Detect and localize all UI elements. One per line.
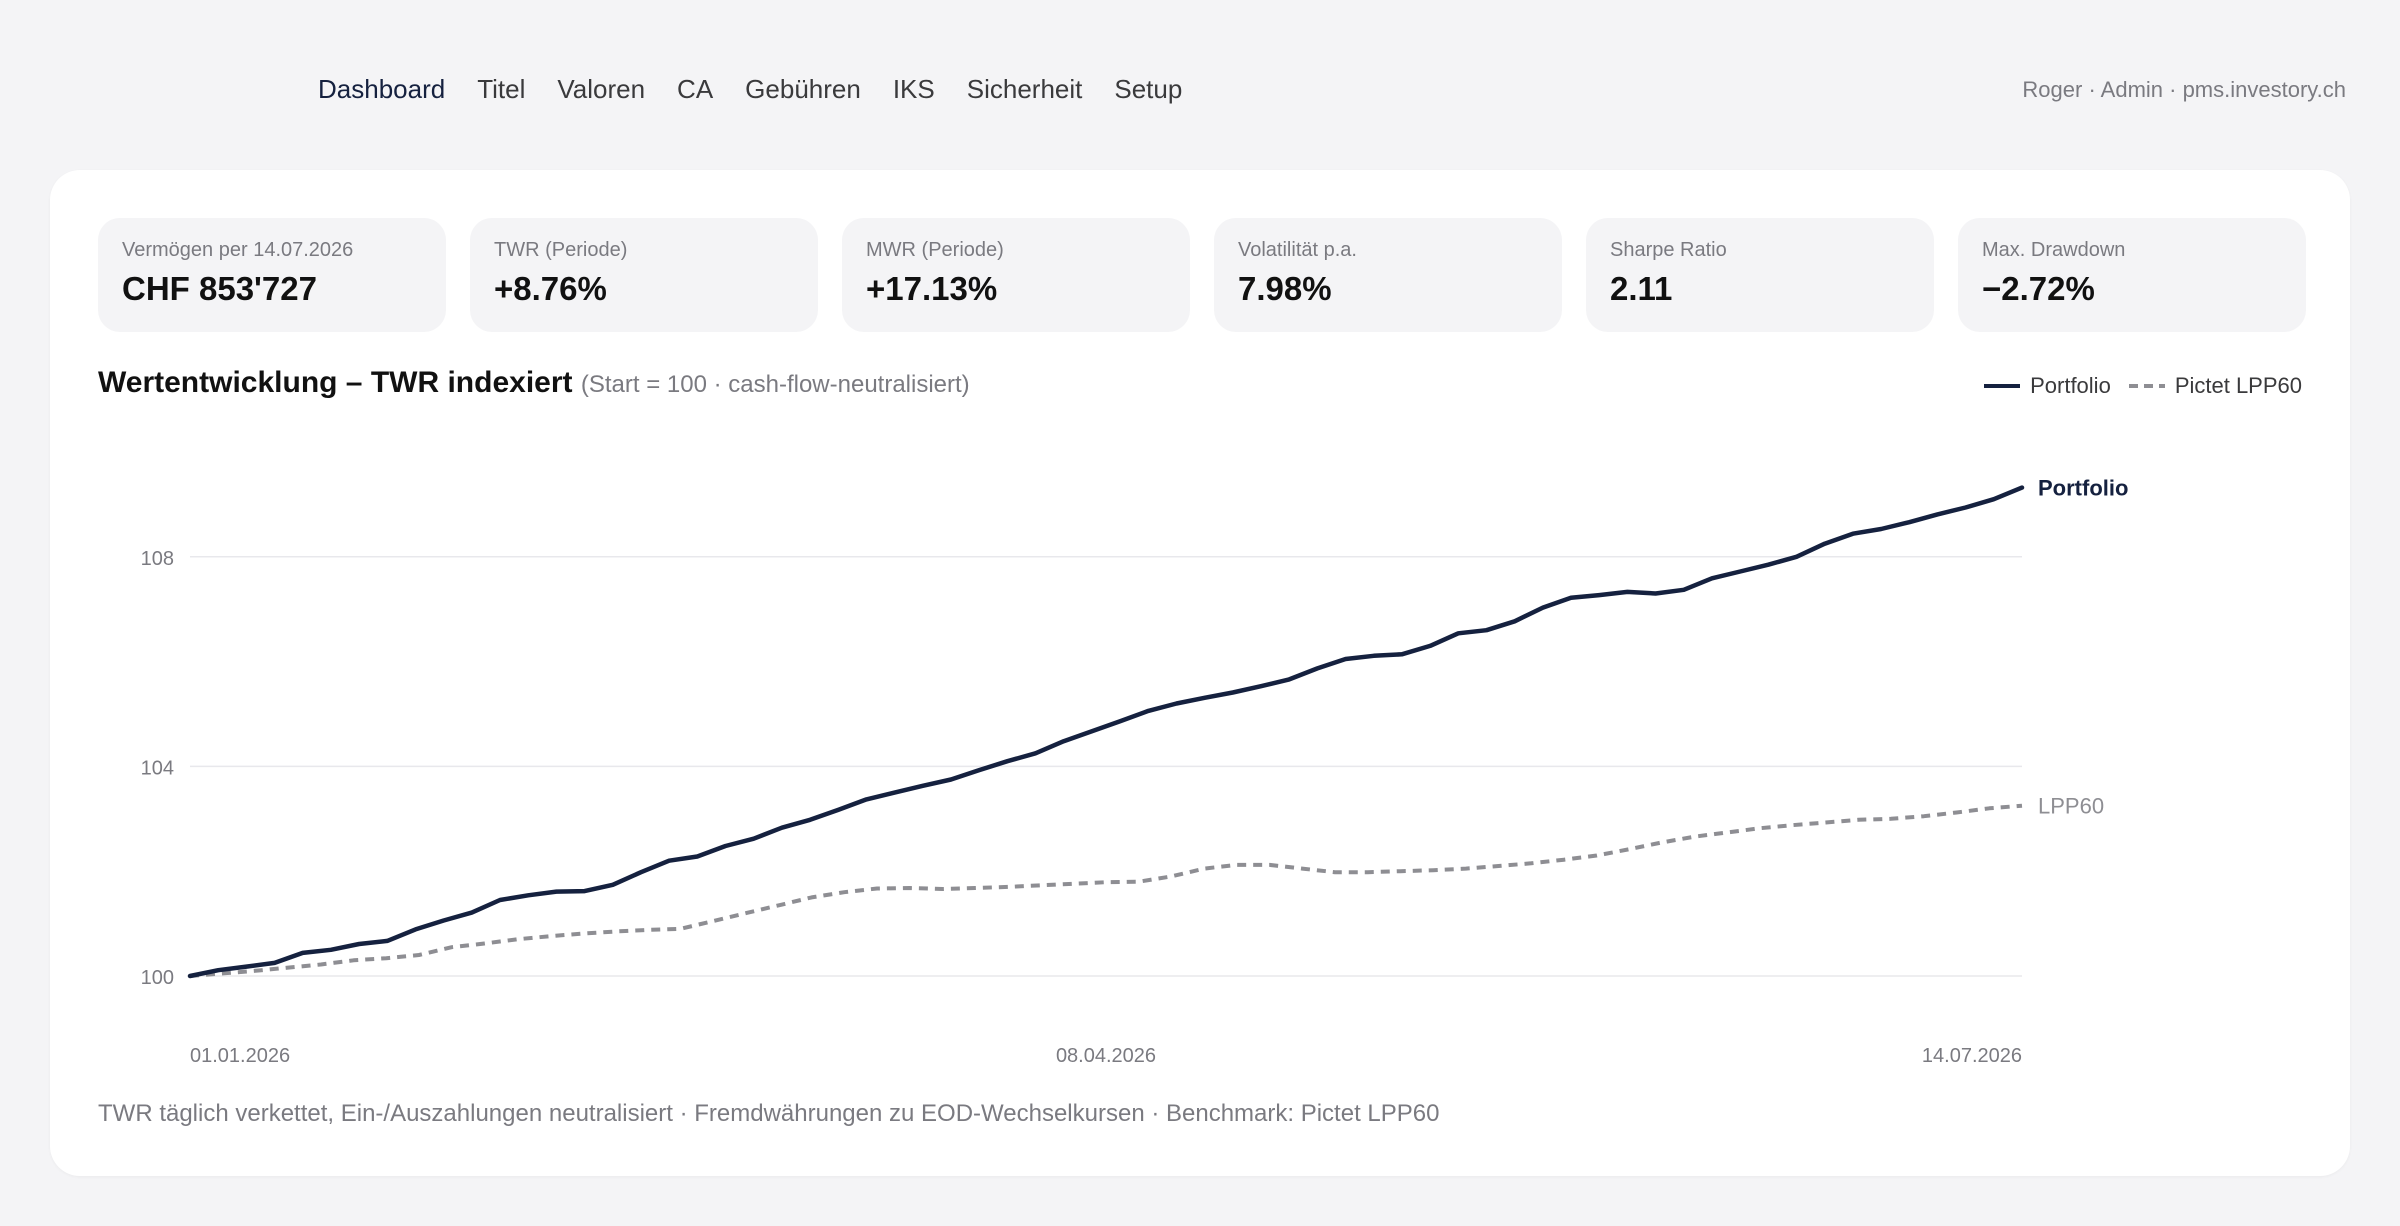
nav-gebuehren[interactable]: Gebühren: [745, 74, 861, 104]
kpi-label: MWR (Periode): [866, 239, 1004, 261]
legend-item-benchmark: Pictet LPP60: [2128, 373, 2302, 399]
x-tick-label: 08.04.2026: [1056, 1045, 1156, 1067]
kpi-max-drawdown: Max. Drawdown −2.72%: [1958, 218, 2306, 332]
nav-setup[interactable]: Setup: [1114, 74, 1183, 104]
y-tick-label: 100: [141, 967, 174, 989]
kpi-label: Vermögen per 14.07.2026: [122, 239, 354, 261]
legend-swatch-dashed: [2128, 384, 2165, 388]
chart-title-text: Wertentwicklung – TWR indexiert: [98, 366, 573, 399]
nav-sicherheit[interactable]: Sicherheit: [966, 74, 1083, 104]
chart-subtitle: (Start = 100 · cash-flow-neutralisiert): [580, 371, 970, 398]
x-tick-label: 14.07.2026: [1922, 1045, 2022, 1067]
y-tick-label: 104: [141, 757, 174, 779]
nav-valoren[interactable]: Valoren: [557, 74, 646, 104]
kpi-volatilitaet: Volatilität p.a. 7.98%: [1214, 218, 1562, 332]
legend-label: Pictet LPP60: [2174, 373, 2302, 398]
kpi-mwr: MWR (Periode) +17.13%: [842, 218, 1190, 332]
chart-legend: Portfolio Pictet LPP60: [1984, 373, 2302, 399]
main-nav: Dashboard Titel Valoren CA Gebühren IKS …: [318, 74, 1182, 105]
chart-title: Wertentwicklung – TWR indexiert (Start =…: [98, 366, 970, 400]
nav-dashboard[interactable]: Dashboard: [318, 74, 446, 104]
dashboard-card: Vermögen per 14.07.2026 CHF 853'727 TWR …: [50, 170, 2350, 1176]
kpi-value: −2.72%: [1982, 270, 2095, 307]
twr-chart: 100 104 108 01.01.2026 08.04.2026 14.07.2026 P…: [141, 476, 2129, 1067]
kpi-row: Vermögen per 14.07.2026 CHF 853'727 TWR …: [98, 218, 2306, 332]
portfolio-end-label: Portfolio: [2038, 476, 2128, 501]
kpi-value: 2.11: [1610, 270, 1673, 307]
kpi-label: TWR (Periode): [494, 239, 628, 261]
legend-label: Portfolio: [2030, 373, 2111, 398]
kpi-sharpe: Sharpe Ratio 2.11: [1586, 218, 1934, 332]
nav-iks[interactable]: IKS: [892, 74, 935, 104]
kpi-value: +17.13%: [866, 270, 998, 307]
kpi-label: Volatilität p.a.: [1238, 239, 1357, 261]
x-tick-label: 01.01.2026: [190, 1045, 290, 1067]
y-tick-label: 108: [141, 548, 174, 570]
kpi-value: 7.98%: [1238, 270, 1332, 307]
kpi-label: Max. Drawdown: [1982, 239, 2126, 261]
kpi-vermoegen: Vermögen per 14.07.2026 CHF 853'727: [98, 218, 446, 332]
legend-swatch-solid: [1984, 384, 2021, 388]
user-info: Roger · Admin · pms.investory.ch: [2022, 77, 2346, 102]
kpi-label: Sharpe Ratio: [1610, 239, 1727, 261]
portfolio-series-line: [187, 485, 2025, 979]
chart-footnote: TWR täglich verkettet, Ein-/Auszahlungen…: [98, 1100, 1440, 1127]
kpi-value: +8.76%: [494, 270, 607, 307]
legend-item-portfolio: Portfolio: [1984, 373, 2111, 399]
nav-titel[interactable]: Titel: [477, 74, 526, 104]
kpi-twr: TWR (Periode) +8.76%: [470, 218, 818, 332]
nav-ca[interactable]: CA: [677, 74, 714, 104]
benchmark-series-line: [189, 803, 2023, 978]
benchmark-end-label: LPP60: [2038, 794, 2104, 819]
kpi-value: CHF 853'727: [122, 270, 317, 307]
